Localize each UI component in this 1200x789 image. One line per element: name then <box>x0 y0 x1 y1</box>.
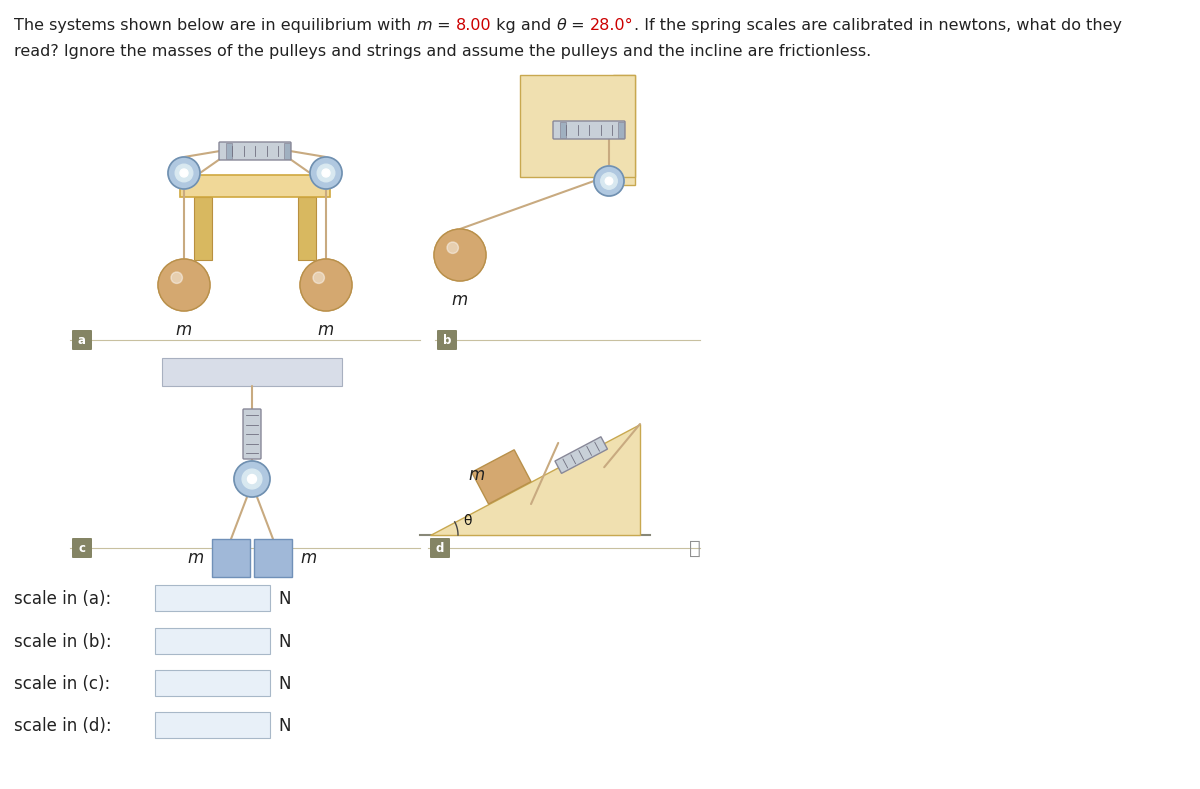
Circle shape <box>446 242 458 253</box>
Text: θ: θ <box>557 18 566 33</box>
Text: scale in (c):: scale in (c): <box>14 675 110 693</box>
Text: N: N <box>278 675 290 693</box>
FancyBboxPatch shape <box>72 538 92 558</box>
Text: =: = <box>566 18 590 33</box>
Bar <box>560 122 566 138</box>
Text: m: m <box>318 321 334 339</box>
Text: ⓘ: ⓘ <box>689 539 701 558</box>
FancyBboxPatch shape <box>437 330 457 350</box>
Text: m: m <box>452 291 468 309</box>
Circle shape <box>242 469 262 489</box>
Bar <box>194 197 212 260</box>
Circle shape <box>300 259 352 311</box>
Circle shape <box>234 461 270 497</box>
Text: =: = <box>432 18 456 33</box>
Circle shape <box>172 272 182 283</box>
Text: N: N <box>278 633 290 651</box>
Bar <box>162 358 342 386</box>
Text: b: b <box>443 334 451 346</box>
Text: m: m <box>468 466 485 484</box>
Bar <box>284 143 290 159</box>
FancyBboxPatch shape <box>155 670 270 696</box>
Bar <box>520 75 635 177</box>
FancyBboxPatch shape <box>72 330 92 350</box>
FancyBboxPatch shape <box>553 121 625 139</box>
Circle shape <box>310 157 342 189</box>
Bar <box>226 143 232 159</box>
Polygon shape <box>430 424 640 535</box>
Text: θ: θ <box>463 514 472 528</box>
Text: m: m <box>300 549 317 567</box>
Bar <box>618 122 624 138</box>
Text: m: m <box>416 18 432 33</box>
Circle shape <box>313 272 324 283</box>
Text: kg and: kg and <box>491 18 557 33</box>
Text: N: N <box>278 590 290 608</box>
Text: c: c <box>78 541 85 555</box>
Bar <box>298 197 316 260</box>
Text: scale in (d):: scale in (d): <box>14 717 112 735</box>
Text: a: a <box>78 334 86 346</box>
Text: scale in (a):: scale in (a): <box>14 590 112 608</box>
Circle shape <box>601 173 617 189</box>
FancyBboxPatch shape <box>242 409 262 459</box>
Text: . If the spring scales are calibrated in newtons, what do they: . If the spring scales are calibrated in… <box>634 18 1122 33</box>
Circle shape <box>322 169 330 177</box>
Text: The systems shown below are in equilibrium with: The systems shown below are in equilibri… <box>14 18 416 33</box>
Circle shape <box>168 157 200 189</box>
Text: N: N <box>278 717 290 735</box>
Circle shape <box>158 259 210 311</box>
FancyBboxPatch shape <box>155 628 270 654</box>
Circle shape <box>594 166 624 196</box>
Text: m: m <box>176 321 192 339</box>
FancyBboxPatch shape <box>220 142 292 160</box>
Circle shape <box>175 164 193 181</box>
Text: read? Ignore the masses of the pulleys and strings and assume the pulleys and th: read? Ignore the masses of the pulleys a… <box>14 44 871 59</box>
Circle shape <box>180 169 188 177</box>
Bar <box>254 539 292 577</box>
Text: 28.0°: 28.0° <box>590 18 634 33</box>
Bar <box>212 539 250 577</box>
Text: m: m <box>187 549 204 567</box>
Polygon shape <box>554 437 607 473</box>
Bar <box>613 75 635 185</box>
Circle shape <box>247 474 257 484</box>
Text: d: d <box>436 541 444 555</box>
Bar <box>180 175 330 197</box>
Polygon shape <box>472 450 532 504</box>
Circle shape <box>605 178 613 185</box>
Text: 8.00: 8.00 <box>456 18 491 33</box>
FancyBboxPatch shape <box>155 712 270 738</box>
Text: scale in (b):: scale in (b): <box>14 633 112 651</box>
Circle shape <box>434 229 486 281</box>
Circle shape <box>317 164 335 181</box>
FancyBboxPatch shape <box>430 538 450 558</box>
FancyBboxPatch shape <box>155 585 270 611</box>
